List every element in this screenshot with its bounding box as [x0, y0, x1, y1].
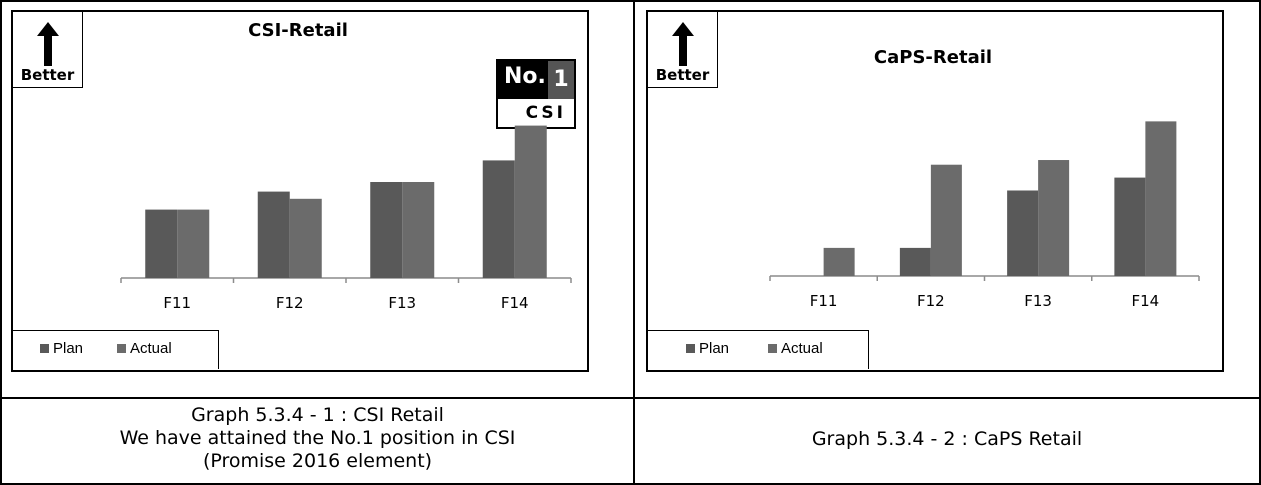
- bar-plan-f14: [482, 160, 515, 278]
- table-row-divider: [0, 397, 1261, 399]
- table-border-top: [0, 0, 1261, 2]
- better-label: Better: [20, 66, 75, 84]
- caption-line: Graph 5.3.4 - 1 : CSI Retail: [191, 404, 444, 426]
- graph-caption: Graph 5.3.4 - 2 : CaPS Retail: [635, 428, 1259, 451]
- x-tick-label: F14: [501, 294, 529, 312]
- legend-item-actual: Actual: [768, 340, 823, 357]
- legend-swatch-plan: [40, 344, 49, 353]
- legend-swatch-plan: [686, 344, 695, 353]
- chart-legend: Plan Actual: [13, 330, 219, 369]
- legend-item-plan: Plan: [686, 340, 729, 357]
- x-tick-label: F12: [917, 292, 945, 310]
- legend-label-actual: Actual: [781, 340, 823, 357]
- caption-line: (Promise 2016 element): [202, 450, 433, 472]
- x-tick-label: F11: [163, 294, 191, 312]
- legend-item-plan: Plan: [40, 340, 83, 357]
- bar-plan-f13: [370, 182, 403, 278]
- bar-actual-f12: [289, 198, 322, 278]
- x-tick-label: F13: [1024, 292, 1052, 310]
- bar-plan-f14: [1114, 177, 1146, 276]
- table-column-divider: [633, 0, 635, 485]
- legend-swatch-actual: [768, 344, 777, 353]
- chart-legend: Plan Actual: [648, 330, 869, 369]
- better-label: Better: [655, 66, 710, 84]
- bar-actual-f13: [402, 182, 435, 278]
- bar-plan-f12: [257, 191, 290, 278]
- csi-retail-chart: Better CSI-Retail No. 1 CSI F11 F12 F13 F14…: [11, 10, 589, 372]
- bar-actual-f13: [1038, 160, 1070, 276]
- badge-metric: CSI: [498, 99, 574, 127]
- caption-line: We have attained the No.1 position in CS…: [119, 427, 516, 449]
- caption-line: Graph 5.3.4 - 2 : CaPS Retail: [811, 428, 1083, 450]
- legend-label-plan: Plan: [53, 340, 84, 357]
- chart-title: CaPS-Retail: [873, 47, 993, 68]
- chart-title: CSI-Retail: [248, 20, 348, 41]
- table-border-bottom: [0, 483, 1261, 485]
- better-indicator: Better: [648, 12, 718, 88]
- graph-caption: Graph 5.3.4 - 1 : CSI Retail We have att…: [2, 404, 633, 473]
- legend-swatch-actual: [117, 344, 126, 353]
- x-tick-label: F13: [388, 294, 416, 312]
- caps-retail-chart: Better CaPS-Retail F11 F12 F13 F14 Plan Act…: [646, 10, 1224, 372]
- table-border-right: [1259, 0, 1261, 485]
- up-arrow-icon: [672, 22, 694, 66]
- bar-actual-f11: [177, 209, 210, 278]
- bar-plan-f12: [899, 247, 931, 276]
- x-tick-label: F12: [276, 294, 304, 312]
- better-indicator: Better: [13, 12, 83, 88]
- legend-label-actual: Actual: [130, 340, 172, 357]
- legend-item-actual: Actual: [117, 340, 172, 357]
- bar-actual-f12: [930, 164, 962, 276]
- caps-plot-area: F11 F12 F13 F14: [769, 121, 1200, 310]
- up-arrow-icon: [37, 22, 59, 66]
- badge-no-label: No.: [504, 64, 546, 89]
- csi-plot-area: F11 F12 F13 F14: [120, 125, 572, 312]
- bar-plan-f13: [1007, 190, 1039, 276]
- bar-actual-f11: [823, 247, 855, 276]
- x-tick-label: F14: [1132, 292, 1160, 310]
- badge-rank: 1: [548, 61, 574, 99]
- bar-plan-f11: [145, 209, 178, 278]
- bar-actual-f14: [1145, 121, 1177, 276]
- rank-badge: No. 1 CSI: [496, 59, 576, 129]
- table-border-left: [0, 0, 2, 485]
- bar-actual-f14: [514, 125, 547, 278]
- x-tick-label: F11: [810, 292, 838, 310]
- legend-label-plan: Plan: [699, 340, 730, 357]
